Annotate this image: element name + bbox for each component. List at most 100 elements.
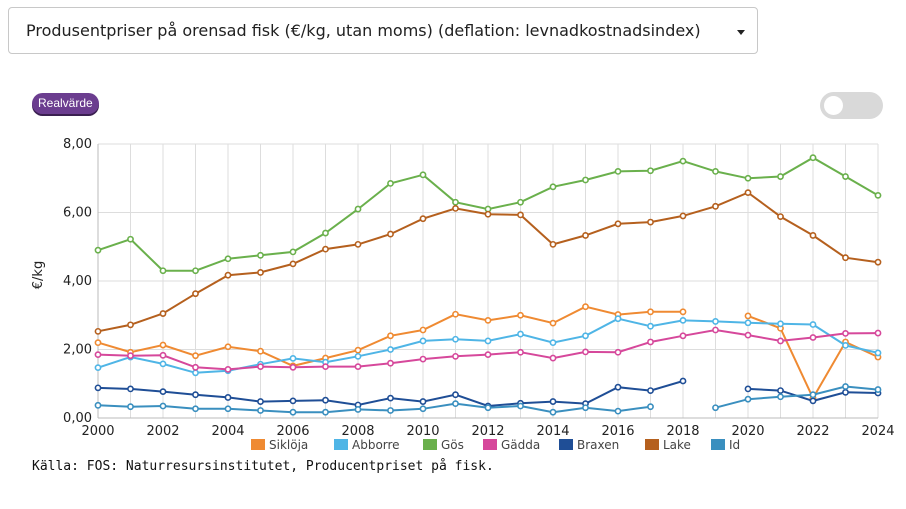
data-point [647, 322, 654, 330]
data-point [289, 408, 297, 416]
data-point [94, 384, 102, 392]
data-point [127, 352, 134, 360]
data-point [842, 383, 849, 390]
data-point [549, 240, 557, 248]
data-point [712, 202, 719, 210]
data-point [517, 402, 524, 410]
data-point [874, 386, 882, 393]
realvarde-badge[interactable]: Realvärde [32, 93, 99, 114]
data-point [744, 312, 752, 320]
legend-swatch [423, 439, 437, 450]
series-id [94, 383, 882, 416]
data-point [614, 168, 622, 175]
x-tick-label: 2024 [861, 424, 894, 439]
data-point [354, 363, 362, 371]
data-point [387, 179, 394, 187]
data-point [679, 332, 687, 340]
data-point [549, 398, 557, 405]
data-point [159, 388, 167, 396]
legend-swatch [711, 439, 725, 450]
data-point [809, 391, 817, 399]
data-point [387, 230, 394, 238]
data-point [257, 407, 264, 414]
data-point [809, 154, 817, 162]
data-point [517, 198, 524, 206]
data-point [744, 319, 752, 327]
data-point [842, 254, 849, 262]
data-point [419, 337, 427, 345]
data-point [744, 331, 752, 339]
data-point [679, 308, 687, 316]
legend-label: Lake [663, 438, 691, 452]
data-point [192, 363, 199, 371]
data-point [809, 321, 817, 328]
data-point [647, 338, 654, 346]
data-point [322, 245, 329, 253]
data-point [874, 258, 882, 266]
chart-grid [97, 143, 879, 419]
real-value-toggle[interactable] [820, 92, 883, 119]
data-point [192, 405, 199, 413]
legend-item[interactable]: Id [711, 438, 740, 452]
data-point [484, 337, 492, 345]
legend-item[interactable]: Siklöja [251, 438, 308, 452]
data-point [614, 220, 622, 228]
data-point [549, 183, 557, 191]
data-point [159, 267, 167, 275]
legend-item[interactable]: Abborre [334, 438, 400, 452]
data-point [679, 212, 687, 220]
data-point [777, 337, 784, 345]
data-point [94, 351, 102, 359]
data-point [387, 407, 394, 414]
data-point [224, 255, 232, 263]
legend-item[interactable]: Gädda [483, 438, 540, 452]
series-lake [94, 189, 882, 335]
data-point [712, 404, 719, 412]
data-point [354, 406, 362, 413]
data-point [809, 397, 817, 405]
data-point [224, 343, 232, 351]
legend-item[interactable]: Gös [423, 438, 464, 452]
data-point [354, 352, 362, 360]
data-point [354, 346, 362, 354]
data-point [94, 339, 102, 347]
data-point [744, 174, 752, 182]
legend-item[interactable]: Lake [645, 438, 691, 452]
data-point [257, 347, 264, 355]
data-point [419, 171, 427, 179]
data-point [289, 260, 297, 268]
data-point [159, 360, 167, 368]
y-axis-ticks: 0,00 2,00 4,00 6,00 8,00 [63, 137, 92, 426]
series-gös [94, 154, 882, 275]
data-point [647, 387, 654, 394]
data-point [387, 359, 394, 367]
data-point [777, 173, 784, 180]
data-point [517, 211, 524, 219]
legend-swatch [334, 439, 348, 450]
data-point [582, 332, 589, 340]
data-point [549, 319, 557, 327]
data-point [679, 316, 687, 324]
legend-item[interactable]: Braxen [559, 438, 619, 452]
data-point [842, 388, 849, 396]
data-point [744, 395, 752, 403]
data-point [614, 407, 622, 415]
y-tick-label: 2,00 [63, 343, 92, 358]
data-point [322, 363, 329, 371]
data-point [224, 405, 232, 413]
chart-select-dropdown[interactable]: Produsentpriser på orensad fisk (€/kg, u… [8, 7, 758, 54]
data-point [452, 204, 459, 212]
toggle-knob [824, 96, 843, 115]
data-point [517, 330, 524, 338]
legend-swatch [251, 439, 265, 450]
x-tick-label: 2010 [406, 424, 439, 439]
data-point [517, 348, 524, 356]
x-tick-label: 2006 [276, 424, 309, 439]
data-point [387, 394, 394, 402]
data-point [159, 310, 167, 317]
data-point [159, 351, 167, 359]
data-point [744, 385, 752, 393]
data-point [582, 348, 589, 356]
data-point [582, 176, 589, 184]
data-point [452, 198, 459, 206]
